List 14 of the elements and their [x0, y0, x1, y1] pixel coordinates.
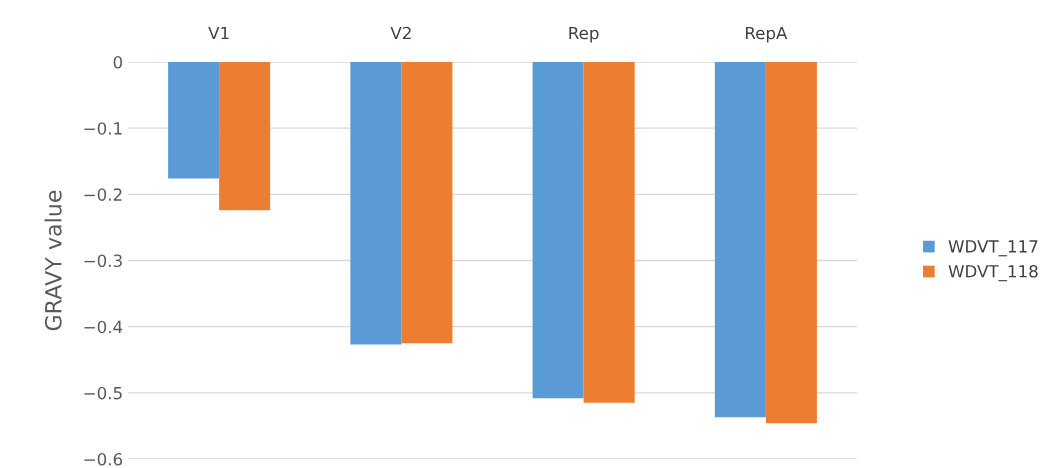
y-tick-label: −0.2	[84, 188, 122, 201]
y-tick-label: −0.6	[84, 452, 123, 466]
y-axis-title: GRAVY value	[44, 190, 62, 331]
legend-label: WDVT_117	[948, 240, 1038, 257]
y-tick-label: 0	[113, 55, 123, 69]
y-tick-label: −0.3	[84, 254, 122, 268]
x-tick-label: Rep	[569, 26, 599, 43]
x-tick-label: RepA	[745, 26, 788, 43]
legend-label: WDVT_118	[948, 264, 1038, 282]
y-tick-label: −0.1	[84, 122, 122, 135]
x-tick-label: V2	[390, 26, 411, 40]
x-tick-label: V1	[208, 26, 229, 40]
y-tick-label: −0.4	[84, 320, 123, 334]
y-tick-label: −0.5	[84, 386, 122, 400]
